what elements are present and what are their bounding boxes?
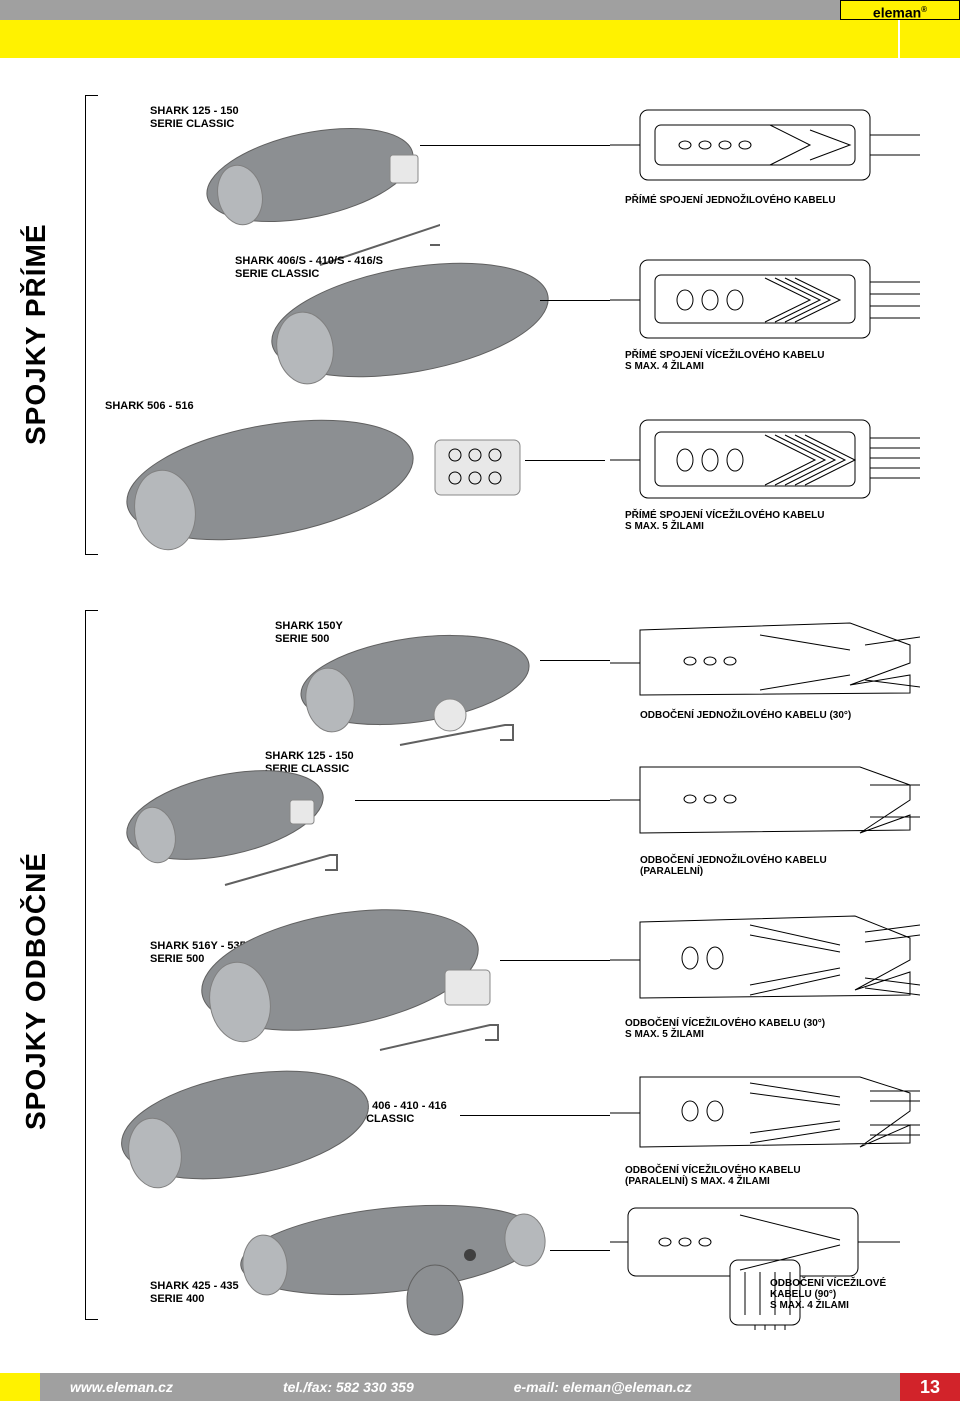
footer-email: e-mail: eleman@eleman.cz — [514, 1379, 692, 1395]
product-image-r5 — [105, 745, 355, 895]
footer-yellow-tab — [0, 1373, 40, 1401]
leader-line — [355, 800, 610, 801]
leader-line — [525, 460, 605, 461]
leader-line — [540, 300, 610, 301]
footer-web: www.eleman.cz — [70, 1379, 173, 1395]
page-number: 13 — [900, 1373, 960, 1401]
footer-phone: tel./fax: 582 330 359 — [283, 1379, 414, 1395]
product-image-r8 — [225, 1195, 555, 1345]
product-image-r6 — [180, 880, 500, 1060]
schematic-r1 — [610, 100, 920, 195]
leader-line — [540, 660, 610, 661]
leader-line — [500, 960, 610, 961]
caption-text: ODBOČENÍ JEDNOŽILOVÉHO KABELU — [640, 855, 827, 866]
caption-text: S MAX. 5 ŽILAMI — [625, 1029, 704, 1040]
caption-r3: PŘÍMÉ SPOJENÍ VÍCEŽILOVÉHO KABELU S MAX.… — [625, 510, 824, 532]
caption-text: KABELU (90°) — [770, 1289, 836, 1300]
product-image-r2 — [235, 230, 555, 400]
caption-r2: PŘÍMÉ SPOJENÍ VÍCEŽILOVÉHO KABELU S MAX.… — [625, 350, 824, 372]
header-yellow-tab — [840, 20, 900, 58]
connector-block-r3 — [430, 430, 525, 505]
schematic-r3 — [610, 410, 920, 510]
caption-r7: ODBOČENÍ VÍCEŽILOVÉHO KABELU (PARALELNÍ)… — [625, 1165, 801, 1187]
caption-r6: ODBOČENÍ VÍCEŽILOVÉHO KABELU (30°) S MAX… — [625, 1018, 825, 1040]
bracket-prime — [85, 95, 86, 555]
section-title-odbocne: SPOJKY ODBOČNÉ — [20, 852, 52, 1130]
caption-r5: ODBOČENÍ JEDNOŽILOVÉHO KABELU (PARALELNÍ… — [640, 855, 827, 877]
brand-text: eleman — [873, 5, 921, 21]
page-header: eleman® — [0, 0, 960, 58]
header-yellow-bar — [0, 20, 960, 58]
product-image-r7 — [105, 1045, 385, 1205]
schematic-r4 — [610, 615, 920, 710]
schematic-r7 — [610, 1065, 920, 1165]
leader-line — [460, 1115, 610, 1116]
schematic-r5 — [610, 755, 920, 850]
schematic-r6 — [610, 910, 920, 1015]
caption-text: PŘÍMÉ SPOJENÍ VÍCEŽILOVÉHO KABELU — [625, 350, 824, 361]
product-image-r3 — [110, 395, 440, 565]
caption-r8: ODBOČENÍ VÍCEŽILOVÉ KABELU (90°) S MAX. … — [770, 1278, 886, 1311]
catalog-page: eleman® SPOJKY PŘÍMÉ SPOJKY ODBOČNÉ SHAR… — [0, 0, 960, 1415]
product-image-r4 — [275, 600, 545, 750]
caption-text: S MAX. 4 ŽILAMI — [770, 1300, 849, 1311]
bracket-odbocne — [85, 610, 86, 1320]
schematic-r2 — [610, 250, 920, 350]
caption-r1: PŘÍMÉ SPOJENÍ JEDNOŽILOVÉHO KABELU — [625, 195, 836, 206]
caption-text: S MAX. 4 ŽILAMI — [625, 361, 704, 372]
header-gray-bar — [0, 0, 960, 20]
caption-text: ODBOČENÍ VÍCEŽILOVÉHO KABELU — [625, 1165, 801, 1176]
caption-text: ODBOČENÍ VÍCEŽILOVÉ — [770, 1278, 886, 1289]
brand-box: eleman® — [840, 0, 960, 20]
footer-gray-bar: www.eleman.cz tel./fax: 582 330 359 e-ma… — [40, 1373, 900, 1401]
caption-r4: ODBOČENÍ JEDNOŽILOVÉHO KABELU (30°) — [640, 710, 851, 721]
caption-text: ODBOČENÍ VÍCEŽILOVÉHO KABELU (30°) — [625, 1018, 825, 1029]
caption-text: (PARALELNÍ) S MAX. 4 ŽILAMI — [625, 1176, 770, 1187]
label-text: SERIE 400 — [150, 1293, 204, 1305]
registered-icon: ® — [921, 5, 927, 14]
caption-text: PŘÍMÉ SPOJENÍ VÍCEŽILOVÉHO KABELU — [625, 510, 824, 521]
caption-text: S MAX. 5 ŽILAMI — [625, 521, 704, 532]
leader-line — [550, 1250, 610, 1251]
page-footer: www.eleman.cz tel./fax: 582 330 359 e-ma… — [0, 1373, 960, 1415]
leader-line — [420, 145, 610, 146]
section-title-prime: SPOJKY PŘÍMÉ — [20, 223, 52, 445]
caption-text: (PARALELNÍ) — [640, 866, 703, 877]
